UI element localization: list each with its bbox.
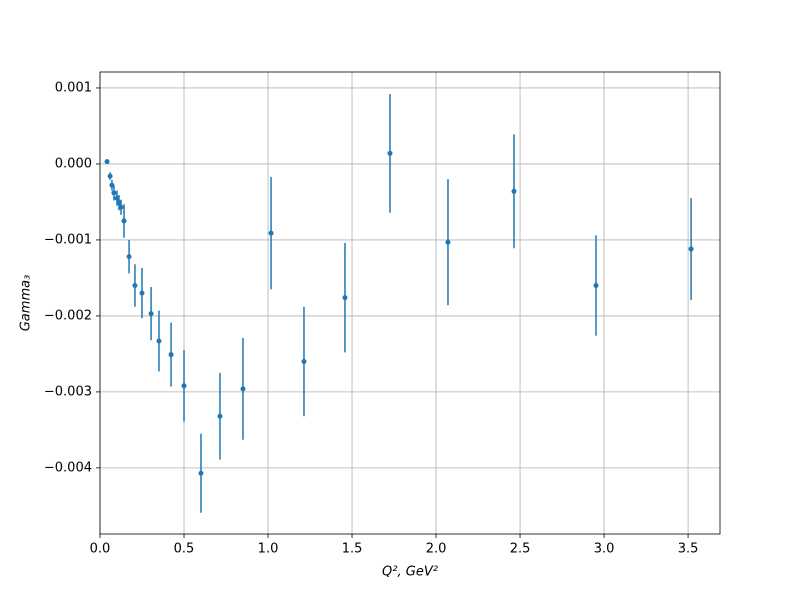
data-point (126, 254, 132, 260)
y-axis-label: Gamma₃ (19, 275, 34, 332)
x-tick-label: 1.0 (258, 542, 279, 557)
data-point (445, 239, 451, 245)
data-point (240, 386, 246, 392)
data-point (387, 150, 393, 156)
x-axis-label: Q², GeV² (382, 565, 438, 580)
data-point (511, 188, 517, 194)
data-point (168, 352, 174, 358)
data-point (111, 190, 117, 196)
data-point (107, 173, 113, 179)
data-point (593, 283, 599, 289)
plot-frame (99, 71, 721, 535)
data-point (342, 295, 348, 301)
x-tick-label: 0.5 (174, 542, 195, 557)
data-point (132, 283, 138, 289)
data-point (121, 218, 127, 224)
data-point (688, 246, 694, 252)
x-tick-label: 2.0 (426, 542, 447, 557)
data-point (301, 359, 307, 365)
y-tick-label: −0.002 (44, 308, 92, 323)
data-point (217, 413, 223, 419)
y-tick-label: 0.000 (55, 156, 92, 171)
data-point (116, 200, 122, 206)
x-tick-label: 3.5 (678, 542, 699, 557)
data-point (118, 204, 124, 210)
x-tick-label: 1.5 (342, 542, 363, 557)
data-point (104, 159, 110, 165)
data-point (109, 182, 115, 188)
data-point (268, 230, 274, 236)
y-tick-label: −0.004 (44, 460, 92, 475)
data-point (156, 338, 162, 344)
data-point (198, 470, 204, 476)
y-tick-label: 0.001 (55, 80, 92, 95)
x-tick-label: 2.5 (510, 542, 531, 557)
x-tick-label: 0.0 (90, 542, 111, 557)
data-point (181, 383, 187, 389)
x-tick-label: 3.0 (594, 542, 615, 557)
data-point (139, 290, 145, 296)
y-tick-label: −0.003 (44, 384, 92, 399)
y-tick-label: −0.001 (44, 232, 92, 247)
data-point (114, 195, 120, 201)
data-point (148, 311, 154, 317)
